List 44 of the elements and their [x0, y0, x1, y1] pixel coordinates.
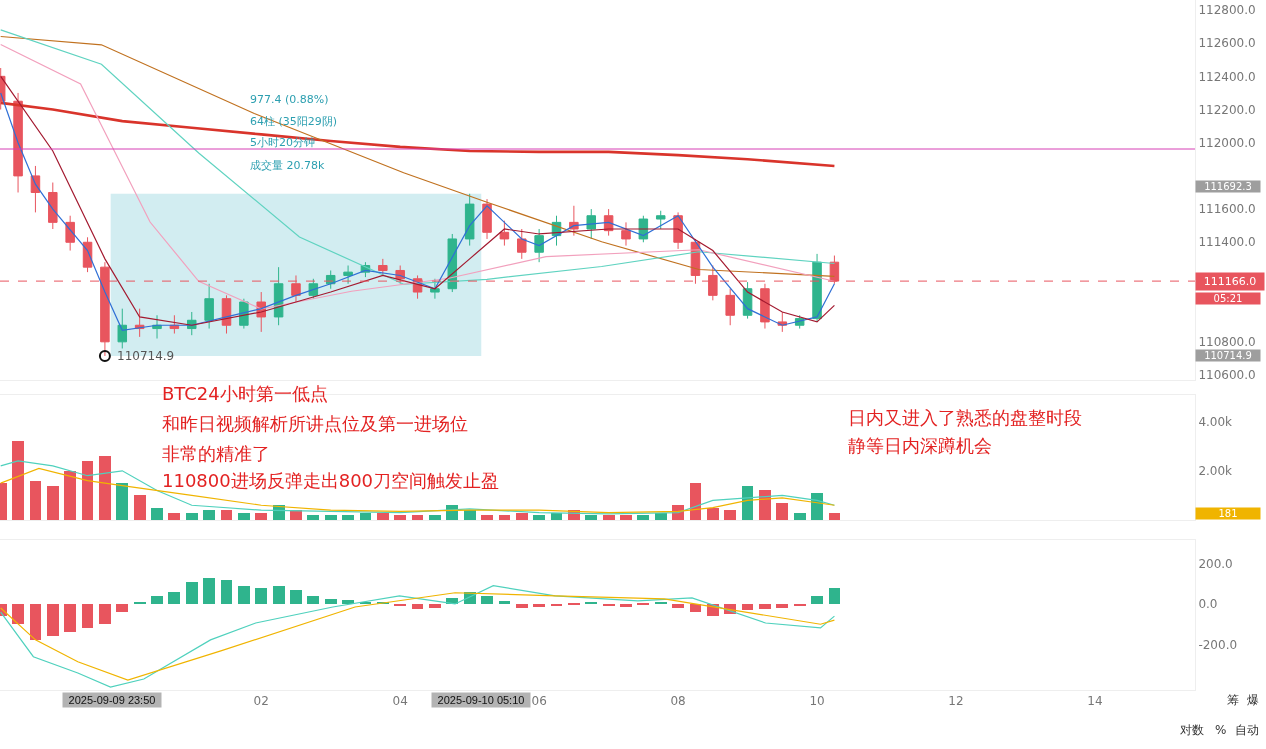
text: 05:21	[1213, 293, 1243, 304]
text: 对数	[1180, 723, 1204, 737]
y-tick-label: 111600.0	[1198, 202, 1256, 217]
y-tick-label: 112200.0	[1198, 102, 1256, 117]
y-tick-label: 112400.0	[1198, 69, 1256, 84]
text: 自动	[1235, 723, 1259, 737]
y-tick-label: 111400.0	[1198, 235, 1256, 250]
annotation: 5小时20分钟	[250, 136, 315, 149]
text: 2025-09-09 23:50	[68, 694, 156, 706]
y-tick-label: 112800.0	[1198, 3, 1256, 18]
x-tick-label: 12	[948, 694, 964, 709]
annotation: 非常的精准了	[162, 443, 270, 464]
text: %	[1215, 723, 1227, 737]
annotation: 静等日内深蹲机会	[848, 435, 992, 456]
y-tick-label: 2.00k	[1198, 463, 1233, 478]
annotation: BTC24小时第一低点	[162, 383, 328, 404]
y-tick-label: 112600.0	[1198, 36, 1256, 51]
ref-line-label: 111166.0	[1203, 275, 1257, 288]
annotation: 110800进场反弹走出800刀空间触发止盈	[162, 470, 500, 491]
y-tick-label: 110600.0	[1198, 368, 1256, 383]
text: 2025-09-10 05:10	[437, 694, 525, 706]
y-tick-label: -200.0	[1198, 637, 1238, 652]
y-tick-label: 200.0	[1198, 556, 1233, 571]
annotation: 110714.9	[117, 349, 175, 363]
annotation: 日内又进入了熟悉的盘整时段	[848, 407, 1082, 428]
text: 111692.3	[1204, 181, 1252, 192]
x-tick-label: 02	[253, 694, 269, 709]
text: 181	[1218, 508, 1238, 519]
y-tick-label: 0.0	[1198, 597, 1218, 612]
x-tick-label: 06	[531, 694, 547, 709]
annotation: 977.4 (0.88%)	[250, 93, 329, 106]
y-tick-label: 4.00k	[1198, 414, 1233, 429]
x-tick-label: 10	[809, 694, 825, 709]
x-tick-label: 04	[392, 694, 408, 709]
text: 110714.9	[1204, 350, 1252, 361]
annotation: 64柱 (35阳29阴)	[250, 115, 338, 128]
x-tick-label: 08	[670, 694, 686, 709]
text: 爆	[1247, 693, 1259, 707]
annotation: 成交量 20.78k	[250, 159, 325, 172]
x-tick-label: 14	[1087, 694, 1103, 709]
text: 筹	[1227, 693, 1239, 707]
y-tick-label: 112000.0	[1198, 135, 1256, 150]
annotation: 和昨日视频解析所讲点位及第一进场位	[162, 413, 468, 434]
y-tick-label: 110800.0	[1198, 335, 1256, 350]
